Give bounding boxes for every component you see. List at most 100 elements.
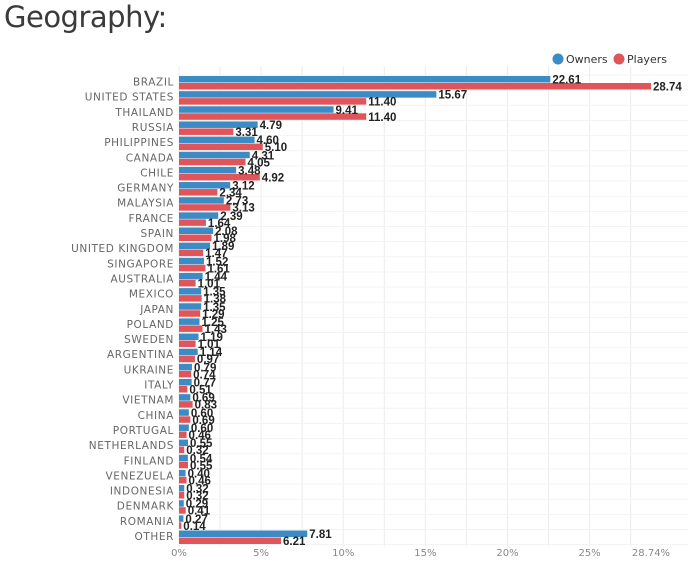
bar-owners[interactable] xyxy=(179,485,185,492)
data-label-owners: 1.25 xyxy=(202,317,225,329)
bar-players[interactable] xyxy=(179,173,260,181)
bar-owners[interactable] xyxy=(179,91,437,98)
bar-owners[interactable] xyxy=(179,166,237,174)
legend-marker-players[interactable] xyxy=(613,53,625,65)
bar-owners[interactable] xyxy=(179,76,551,83)
data-label-owners: 0.40 xyxy=(188,468,210,480)
bar-players[interactable] xyxy=(179,340,196,348)
bar-owners[interactable] xyxy=(179,439,189,447)
bar-owners[interactable] xyxy=(179,394,191,401)
bar-players[interactable] xyxy=(179,325,203,332)
bar-owners[interactable] xyxy=(179,363,192,371)
bar-owners[interactable] xyxy=(179,121,258,128)
data-label-players: 0.32 xyxy=(186,445,208,457)
bar-owners[interactable] xyxy=(179,303,202,310)
bar-owners[interactable] xyxy=(179,227,214,235)
category-label: MEXICO xyxy=(129,289,174,301)
bar-players[interactable] xyxy=(179,98,367,105)
bar-owners[interactable] xyxy=(179,530,308,538)
bar-players[interactable] xyxy=(179,234,212,242)
legend-marker-owners[interactable] xyxy=(552,53,564,65)
bar-players[interactable] xyxy=(179,507,186,514)
bar-players[interactable] xyxy=(179,461,189,469)
data-label-players: 1.47 xyxy=(205,248,227,260)
bar-players[interactable] xyxy=(179,158,246,166)
bar-owners[interactable] xyxy=(179,333,199,341)
bar-players[interactable] xyxy=(179,143,263,151)
bar-players[interactable] xyxy=(179,370,192,378)
bar-owners[interactable] xyxy=(179,257,204,265)
category-label: SINGAPORE xyxy=(107,258,174,270)
bar-owners[interactable] xyxy=(179,106,334,113)
bar-owners[interactable] xyxy=(179,454,188,462)
bar-owners[interactable] xyxy=(179,182,231,189)
data-label-owners: 0.32 xyxy=(186,484,208,496)
bar-players[interactable] xyxy=(179,279,196,287)
category-label: NETHERLANDS xyxy=(89,440,174,452)
legend[interactable]: Owners Players xyxy=(552,53,668,66)
bar-owners[interactable] xyxy=(179,242,211,250)
bar-owners[interactable] xyxy=(179,469,186,477)
category-label: INDONESIA xyxy=(110,486,174,498)
bar-owners[interactable] xyxy=(179,136,255,144)
category-label: UNITED STATES xyxy=(85,92,174,104)
category-label: PHILIPPINES xyxy=(104,137,174,149)
data-label-players: 0.83 xyxy=(195,400,217,412)
data-label-players: 0.69 xyxy=(192,415,214,427)
data-label-players: 0.97 xyxy=(197,354,219,366)
bar-players[interactable] xyxy=(179,446,185,454)
bar-owners[interactable] xyxy=(179,212,219,219)
bar-owners[interactable] xyxy=(179,379,192,386)
bar-players[interactable] xyxy=(179,204,231,211)
bar-owners[interactable] xyxy=(179,288,202,295)
bar-owners[interactable] xyxy=(179,318,200,325)
bar-players[interactable] xyxy=(179,492,185,499)
data-label-players: 1.64 xyxy=(208,218,231,230)
bar-owners[interactable] xyxy=(179,348,198,356)
data-label-owners: 1.44 xyxy=(205,271,228,283)
data-label-players: 1.98 xyxy=(214,233,237,245)
data-label-players: 2.34 xyxy=(219,188,242,200)
bar-players[interactable] xyxy=(179,295,202,302)
legend-label-players[interactable]: Players xyxy=(627,53,667,66)
bar-players[interactable] xyxy=(179,476,187,484)
bar-players[interactable] xyxy=(179,401,193,408)
bar-players[interactable] xyxy=(179,189,218,196)
legend-label-owners[interactable]: Owners xyxy=(566,53,608,66)
bar-players[interactable] xyxy=(179,355,195,363)
data-label-owners: 3.12 xyxy=(232,181,254,193)
bar-owners[interactable] xyxy=(179,424,189,431)
x-tick-label: 10% xyxy=(332,548,354,559)
data-label-players: 1.01 xyxy=(198,339,221,351)
bar-owners[interactable] xyxy=(179,515,184,522)
bar-players[interactable] xyxy=(179,416,191,423)
data-label-players: 1.43 xyxy=(204,324,226,336)
x-tick-label: 20% xyxy=(496,548,518,559)
bar-players[interactable] xyxy=(179,128,234,135)
category-label: THAILAND xyxy=(114,107,174,119)
bar-players[interactable] xyxy=(179,522,182,529)
bar-owners[interactable] xyxy=(179,272,203,280)
bar-players[interactable] xyxy=(179,113,367,120)
bar-owners[interactable] xyxy=(179,151,250,159)
bar-owners[interactable] xyxy=(179,197,224,204)
bar-players[interactable] xyxy=(179,249,204,257)
bar-players[interactable] xyxy=(179,386,188,393)
bar-owners[interactable] xyxy=(179,500,184,507)
bar-players[interactable] xyxy=(179,310,201,317)
bar-players[interactable] xyxy=(179,264,206,272)
bar-players[interactable] xyxy=(179,83,651,90)
category-label: DENMARK xyxy=(117,501,175,513)
category-label: UKRAINE xyxy=(124,364,174,376)
bar-players[interactable] xyxy=(179,537,281,545)
category-label: CHINA xyxy=(138,410,175,422)
category-label: POLAND xyxy=(127,319,174,331)
category-label: SWEDEN xyxy=(124,334,174,346)
data-label-owners: 0.29 xyxy=(186,499,208,511)
bar-players[interactable] xyxy=(179,219,206,226)
category-label: RUSSIA xyxy=(132,122,174,134)
bar-players[interactable] xyxy=(179,431,187,438)
data-label-players: 0.46 xyxy=(189,475,211,487)
bar-owners[interactable] xyxy=(179,409,189,416)
category-label: MALAYSIA xyxy=(117,198,174,210)
